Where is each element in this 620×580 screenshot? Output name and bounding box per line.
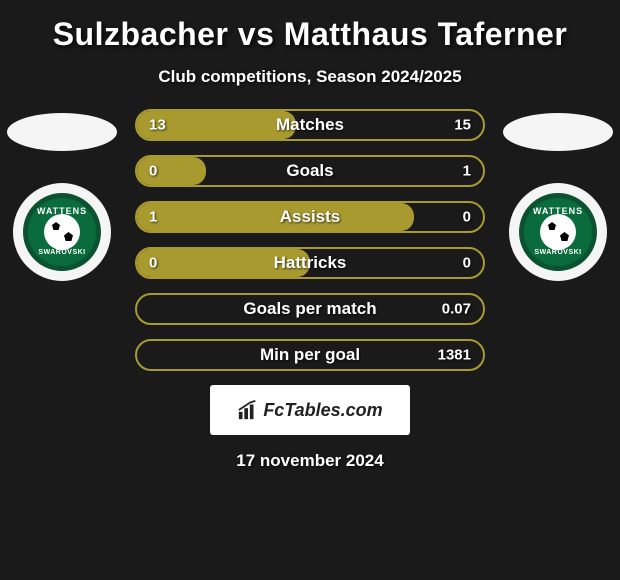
stat-bar: Assists 1 0 — [135, 201, 485, 233]
club-badge-bottom-text: SWAROVSKI — [28, 249, 96, 256]
soccer-ball-icon — [44, 214, 80, 250]
stat-label: Goals per match — [243, 299, 376, 319]
stat-value-left: 1 — [149, 209, 157, 226]
stats-column: Matches1315Goals01Assists10Hattricks00Go… — [135, 109, 485, 371]
comparison-card: Sulzbacher vs Matthaus Taferner Club com… — [0, 0, 620, 481]
stat-bar: Goals 0 1 — [135, 155, 485, 187]
stat-bar: Goals per match 0.07 — [135, 293, 485, 325]
club-badge-bottom-text: SWAROVSKI — [524, 249, 592, 256]
stat-value-left: 13 — [149, 117, 166, 134]
branding-badge: FcTables.com — [210, 385, 410, 435]
player-right-avatar — [503, 113, 613, 151]
stat-value-left: 0 — [149, 163, 157, 180]
stat-value-right: 15 — [454, 117, 471, 134]
soccer-ball-icon — [540, 214, 576, 250]
stat-bar: Hattricks 0 0 — [135, 247, 485, 279]
branding-text: FcTables.com — [263, 400, 382, 421]
stat-label: Hattricks — [274, 253, 347, 273]
player-right-club-badge: WATTENS SWAROVSKI — [509, 183, 607, 281]
stat-fill-left — [137, 203, 414, 231]
date-text: 17 november 2024 — [236, 451, 383, 471]
main-row: WATTENS SWAROVSKI Matches1315Goals01Assi… — [0, 109, 620, 371]
stat-label: Goals — [286, 161, 333, 181]
player-left-avatar — [7, 113, 117, 151]
stat-label: Matches — [276, 115, 344, 135]
stat-bar: Min per goal 1381 — [135, 339, 485, 371]
stat-value-right: 0 — [463, 255, 471, 272]
stat-value-left: 0 — [149, 255, 157, 272]
stat-label: Min per goal — [260, 345, 360, 365]
club-badge-inner: WATTENS SWAROVSKI — [519, 193, 597, 271]
subtitle: Club competitions, Season 2024/2025 — [158, 67, 461, 87]
stat-value-right: 0.07 — [442, 301, 471, 318]
chart-icon — [237, 399, 259, 421]
stat-bar: Matches 13 15 — [135, 109, 485, 141]
stat-label: Assists — [280, 207, 340, 227]
player-left-club-badge: WATTENS SWAROVSKI — [13, 183, 111, 281]
club-badge-inner: WATTENS SWAROVSKI — [23, 193, 101, 271]
stat-value-right: 0 — [463, 209, 471, 226]
stat-fill-left — [137, 157, 206, 185]
stat-value-right: 1 — [463, 163, 471, 180]
player-left-col: WATTENS SWAROVSKI — [7, 109, 117, 281]
page-title: Sulzbacher vs Matthaus Taferner — [53, 16, 568, 53]
player-right-col: WATTENS SWAROVSKI — [503, 109, 613, 281]
stat-value-right: 1381 — [438, 347, 471, 364]
